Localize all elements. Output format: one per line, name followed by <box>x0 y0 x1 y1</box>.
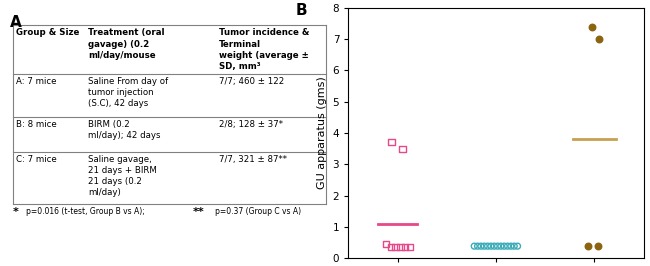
Text: Treatment (oral
gavage) (0.2
ml/day/mouse: Treatment (oral gavage) (0.2 ml/day/mous… <box>88 28 164 60</box>
Text: **: ** <box>192 207 204 217</box>
Point <box>509 244 519 248</box>
Point <box>395 245 406 249</box>
Point <box>512 244 523 248</box>
Text: Saline From day of
tumor injection
(S.C), 42 days: Saline From day of tumor injection (S.C)… <box>88 77 168 109</box>
Point <box>400 245 411 249</box>
Point <box>486 244 496 248</box>
Point <box>502 244 513 248</box>
Point <box>594 37 604 41</box>
Text: p=0.016 (t-test, Group B vs A);: p=0.016 (t-test, Group B vs A); <box>26 207 150 216</box>
Text: 7/7, 321 ± 87**: 7/7, 321 ± 87** <box>218 155 287 164</box>
Text: Tumor incidence &
Terminal
weight (average ±
SD, mm³: Tumor incidence & Terminal weight (avera… <box>218 28 309 71</box>
Text: Saline gavage,
21 days + BIRM
21 days (0.2
ml/day): Saline gavage, 21 days + BIRM 21 days (0… <box>88 155 157 197</box>
Point <box>506 244 516 248</box>
Point <box>405 245 415 249</box>
Point <box>385 245 396 249</box>
Point <box>476 244 486 248</box>
Point <box>583 244 593 248</box>
Point <box>479 244 489 248</box>
Point <box>469 244 480 248</box>
Point <box>492 244 502 248</box>
Point <box>473 244 483 248</box>
Point <box>499 244 510 248</box>
Point <box>397 147 408 151</box>
Point <box>593 244 603 248</box>
Text: p=0.37 (Group C vs A): p=0.37 (Group C vs A) <box>215 207 302 216</box>
Text: Group & Size: Group & Size <box>16 28 80 38</box>
Text: A: 7 mice: A: 7 mice <box>16 77 57 86</box>
Point <box>391 245 401 249</box>
Text: A: A <box>10 15 21 31</box>
Point <box>380 242 391 246</box>
Point <box>587 25 597 29</box>
Text: B: B <box>295 3 307 18</box>
Point <box>386 140 396 144</box>
Point <box>489 244 499 248</box>
Text: BIRM (0.2
ml/day); 42 days: BIRM (0.2 ml/day); 42 days <box>88 120 161 140</box>
Y-axis label: GU apparatus (gms): GU apparatus (gms) <box>317 77 327 189</box>
Text: B: 8 mice: B: 8 mice <box>16 120 57 129</box>
Point <box>482 244 493 248</box>
Point <box>496 244 506 248</box>
Text: 2/8; 128 ± 37*: 2/8; 128 ± 37* <box>218 120 283 129</box>
Text: 7/7; 460 ± 122: 7/7; 460 ± 122 <box>218 77 284 86</box>
Text: *: * <box>13 207 19 217</box>
Text: C: 7 mice: C: 7 mice <box>16 155 57 164</box>
